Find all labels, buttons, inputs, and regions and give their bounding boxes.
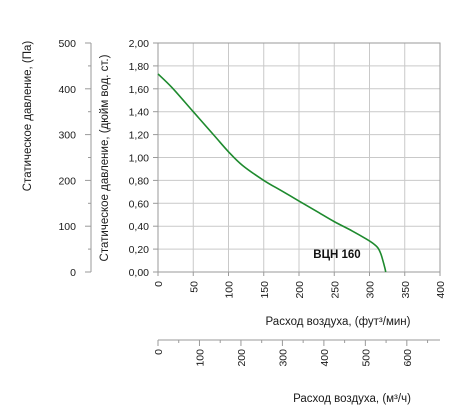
y-axis-pa-tick-label: 0 (70, 267, 76, 279)
y-axis-pa-tick-label: 100 (58, 221, 76, 233)
x-axis-cfm-tick-label: 200 (294, 281, 306, 299)
x-axis-cfm-tick-label: 150 (259, 281, 271, 299)
y-axis-pa-tick-label: 300 (58, 130, 76, 142)
y-axis-inches-tick-label: 0,20 (129, 244, 150, 256)
y-axis-inches-tick-label: 1,00 (129, 153, 150, 165)
x-axis-m3h: 0 100 200 300 400 500 600 (153, 339, 440, 367)
y-axis-inches: 0,00 0,20 0,40 0,60 0,80 1,00 1,20 1,40 1,60 1,80… (129, 38, 158, 279)
x-axis-m3h-tick-label: 100 (194, 349, 206, 367)
x-axis-cfm-tick-label: 100 (224, 281, 236, 299)
series-line-vcn-160 (157, 73, 387, 273)
x-axis-cfm-tick-label: 0 (153, 281, 165, 287)
x-axis-cfm-tick-label: 250 (329, 281, 341, 299)
y-axis-inches-tick-label: 1,40 (129, 107, 150, 119)
y-axis-inches-title: Статическое давление, (дюйм вод. ст.) (99, 54, 111, 261)
x-axis-m3h-title: Расход воздуха, (м³/ч) (293, 393, 411, 405)
y-axis-pa: 0 100 200 300 400 500 (58, 38, 92, 279)
y-axis-inches-tick-label: 0,40 (129, 221, 150, 233)
x-axis-cfm-tick-label: 400 (435, 281, 447, 299)
y-axis-pa-tick-label: 200 (58, 175, 76, 187)
y-axis-inches-tick-label: 1,60 (129, 84, 150, 96)
x-axis-m3h-tick-label: 0 (153, 349, 165, 355)
y-axis-inches-tick-label: 0,00 (129, 267, 150, 279)
x-axis-m3h-tick-label: 200 (236, 349, 248, 367)
x-axis-cfm-tick-label: 350 (400, 281, 412, 299)
y-axis-inches-tick-label: 1,20 (129, 130, 150, 142)
x-axis-cfm: 0 50 100 150 200 250 300 350 400 (153, 272, 447, 299)
y-axis-pa-tick-label: 500 (58, 38, 76, 50)
series-label: ВЦН 160 (313, 249, 360, 261)
y-axis-pa-tick-label: 400 (58, 84, 76, 96)
y-axis-inches-tick-label: 2,00 (129, 38, 150, 50)
y-axis-inches-tick-label: 0,80 (129, 175, 150, 187)
y-axis-pa-title: Статическое давление, (Па) (22, 41, 34, 192)
x-axis-cfm-tick-label: 50 (188, 281, 200, 293)
x-axis-m3h-tick-label: 600 (402, 349, 414, 367)
series-group (157, 73, 387, 273)
x-axis-m3h-tick-label: 400 (319, 349, 331, 367)
y-axis-inches-tick-label: 0,60 (129, 198, 150, 210)
x-axis-cfm-title: Расход воздуха, (фут³/мин) (266, 316, 411, 328)
grid-lines (157, 42, 441, 273)
x-axis-cfm-tick-label: 300 (365, 281, 377, 299)
y-axis-inches-tick-label: 1,80 (129, 61, 150, 73)
x-axis-m3h-tick-label: 300 (277, 349, 289, 367)
x-axis-m3h-tick-label: 500 (360, 349, 372, 367)
